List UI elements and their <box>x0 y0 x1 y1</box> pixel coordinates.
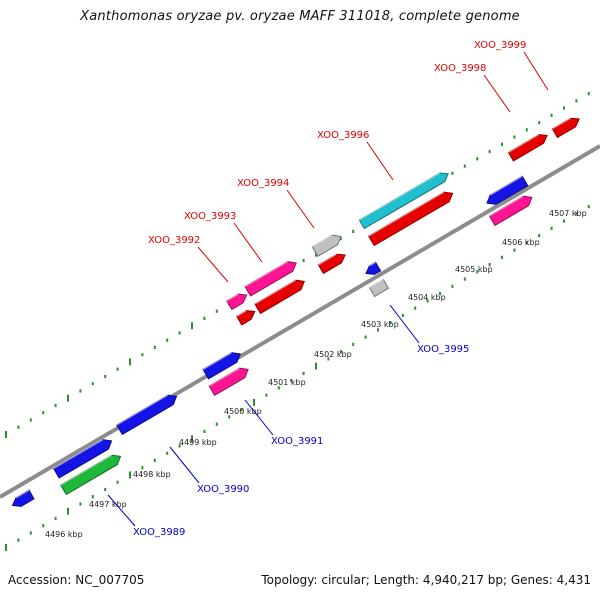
gene-bevel <box>552 117 571 130</box>
scale-label: 4504 kbp <box>408 293 446 302</box>
gene-bevel <box>369 261 376 267</box>
gene-label-xoo_3993[interactable]: XOO_3993 <box>184 211 236 222</box>
gene-bevel <box>116 394 169 426</box>
scale-label: 4496 kbp <box>45 530 83 539</box>
leader-line <box>244 399 274 436</box>
gene-glyphs <box>11 117 580 507</box>
leader-line <box>523 51 549 91</box>
gene-label-xoo_3994[interactable]: XOO_3994 <box>237 178 289 189</box>
gene-bevel <box>236 310 247 317</box>
scale-label: 4502 kbp <box>314 350 352 359</box>
gene-label-xoo_3995[interactable]: XOO_3995 <box>417 344 469 355</box>
gene-bevel <box>244 261 288 288</box>
map-title: Xanthomonas oryzae pv. oryzae MAFF 31101… <box>80 9 520 24</box>
gene-label-xoo_3992[interactable]: XOO_3992 <box>148 235 200 246</box>
scale-label: 4501 kbp <box>268 378 306 387</box>
scale-label: 4500 kbp <box>224 407 262 416</box>
gene-bevel <box>369 278 384 289</box>
leader-lines <box>107 51 549 527</box>
gene-bevel <box>208 367 240 387</box>
gene-label-xoo_3991[interactable]: XOO_3991 <box>271 436 323 447</box>
gene-bevel <box>318 253 337 266</box>
gene-bevel <box>507 133 539 153</box>
genome-stats-text: Topology: circular; Length: 4,940,217 bp… <box>261 573 591 587</box>
gene-bevel <box>53 438 104 470</box>
gene-label-xoo_3990[interactable]: XOO_3990 <box>197 484 249 495</box>
leader-line <box>197 246 229 283</box>
gene-label-xoo_3999[interactable]: XOO_3999 <box>474 40 526 51</box>
genome-backbone <box>0 144 600 499</box>
scale-label: 4497 kbp <box>89 500 127 509</box>
scale-label: 4499 kbp <box>179 438 217 447</box>
gene-glyph[interactable] <box>226 293 248 311</box>
gene-label-xoo_3998[interactable]: XOO_3998 <box>434 63 486 74</box>
leader-line <box>389 304 420 344</box>
scale-labels: 4496 kbp 4497 kbp 4498 kbp 4499 kbp 4500 kbp… <box>45 209 587 539</box>
gene-glyph-red-arrow[interactable] <box>236 310 256 326</box>
lower-tick-line <box>5 205 590 551</box>
leader-line <box>107 494 136 527</box>
gene-bevel <box>202 352 232 370</box>
scale-label: 4503 kbp <box>361 320 399 329</box>
gene-label-xoo_3996[interactable]: XOO_3996 <box>317 130 369 141</box>
gene-bevel <box>358 172 440 221</box>
scale-label: 4506 kbp <box>502 238 540 247</box>
gene-label-xoo_3989[interactable]: XOO_3989 <box>133 527 185 538</box>
gene-bevel <box>489 195 524 217</box>
gene-bevel <box>311 234 333 248</box>
leader-line <box>286 189 315 229</box>
gene-bevel <box>15 489 30 499</box>
leader-line <box>233 222 263 263</box>
gene-bevel <box>60 454 113 486</box>
leader-line <box>366 141 394 181</box>
gene-bevel <box>368 191 445 237</box>
gene-glyph-blue-arrow[interactable] <box>11 489 35 507</box>
leader-line <box>483 74 511 113</box>
scale-label: 4498 kbp <box>133 470 171 479</box>
gene-glyph-blue-arrow[interactable] <box>116 394 178 436</box>
gene-labels[interactable]: XOO_3992 XOO_3993 XOO_3994 XOO_3996 XOO_3998… <box>133 40 526 538</box>
accession-text: Accession: NC_007705 <box>8 573 145 587</box>
gene-bevel <box>254 279 296 305</box>
gene-bevel <box>226 293 239 302</box>
scale-label: 4507 kbp <box>549 209 587 218</box>
leader-line <box>169 446 200 484</box>
gene-bevel <box>489 175 523 196</box>
scale-label: 4505 kbp <box>455 265 493 274</box>
